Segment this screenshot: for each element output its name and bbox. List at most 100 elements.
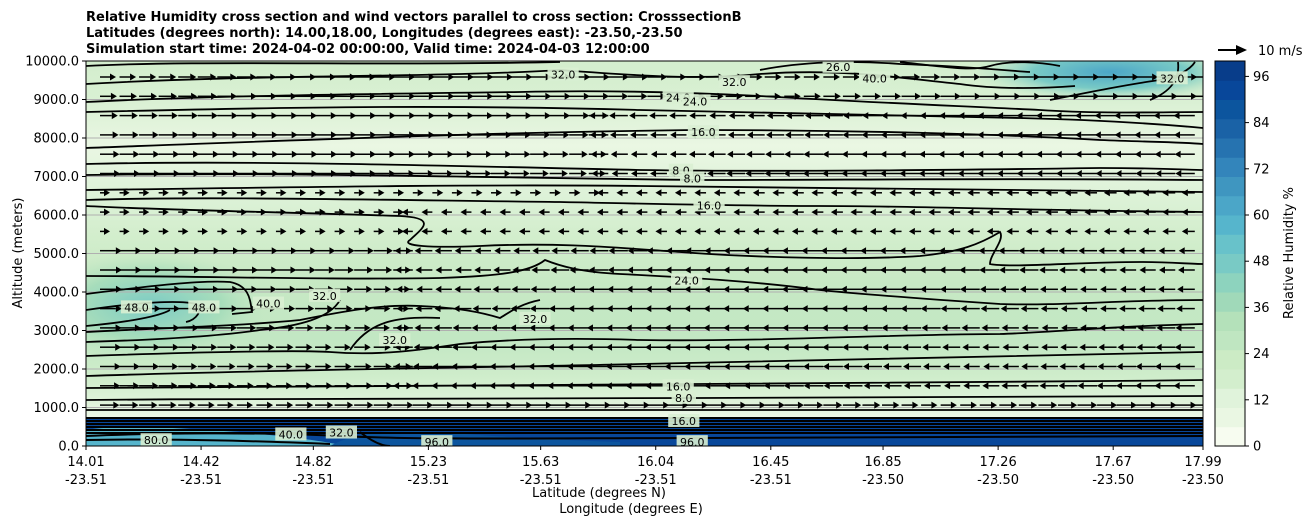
wind-vector-head [1114, 150, 1121, 158]
wind-vector-head [453, 305, 460, 313]
wind-vector-head [801, 305, 808, 313]
wind-vector-head [1053, 73, 1060, 81]
wind-vector-head [1175, 170, 1182, 177]
wind-vector-head [319, 227, 326, 235]
wind-vector-head [396, 285, 403, 293]
wind-vector-head [115, 285, 122, 293]
wind-vector-head [412, 363, 419, 370]
wind-vector-head [414, 247, 421, 255]
wind-vector-head [348, 247, 355, 255]
wind-vector-head [581, 150, 588, 158]
wind-vector-head [1099, 266, 1106, 274]
wind-vector-head [132, 401, 139, 409]
wind-vector-head [432, 363, 439, 370]
wind-vector-head [1094, 112, 1101, 120]
x-axis-label-secondary: Longitude (degrees E) [559, 502, 703, 517]
wind-vector-head [499, 208, 506, 216]
wind-vector-head [899, 247, 906, 255]
wind-vector-head [545, 92, 552, 100]
wind-vector-head [1111, 401, 1118, 409]
wind-vector-head [487, 73, 494, 81]
wind-vector-head [928, 189, 935, 197]
wind-vector-head [684, 324, 691, 332]
wind-vector-head [1040, 305, 1047, 313]
wind-vector-head [960, 305, 967, 313]
wind-vector-head [432, 343, 439, 351]
wind-vector-head [289, 285, 296, 293]
wind-vector-head [801, 247, 808, 255]
wind-vector-head [587, 305, 594, 313]
wind-vector-head [231, 324, 238, 332]
wind-vector-head [408, 170, 415, 177]
wind-vector-head [456, 189, 463, 197]
wind-vector-head [409, 131, 416, 139]
wind-vector-head [467, 73, 474, 81]
wind-vector-head [874, 401, 881, 409]
wind-vector-head [1035, 112, 1042, 120]
wind-vector-head [921, 324, 928, 332]
wind-vector-head [674, 189, 681, 197]
wind-vector-head [688, 150, 695, 158]
wind-vector-head [173, 170, 180, 177]
wind-vector-head [840, 247, 847, 255]
wind-vector-head [513, 247, 520, 255]
wind-vector-head [850, 208, 857, 216]
wind-vector-head [938, 131, 945, 139]
wind-vector-head [280, 227, 287, 235]
wind-vector-head [641, 92, 648, 100]
wind-vector-head [212, 150, 219, 158]
wind-vector-head [664, 343, 671, 351]
wind-vector-head [733, 227, 740, 235]
wind-vector-head [1138, 247, 1145, 255]
wind-vector-head [267, 401, 274, 409]
wind-vector-head [506, 73, 513, 81]
wind-vector-head [723, 363, 730, 370]
wind-vector-head [123, 208, 130, 216]
wind-vector-head [840, 285, 847, 293]
wind-vector-head [389, 92, 396, 100]
wind-vector-head [134, 324, 141, 332]
wind-vector-head [747, 112, 754, 120]
colorbar: 0 12 24 36 48 60 72 84 96 [1214, 60, 1270, 455]
wind-vector-head [1060, 305, 1067, 313]
contour-label-bg [679, 94, 711, 108]
wind-vector-head [1073, 73, 1080, 81]
x-tick-label-lon: -23.51 [180, 473, 222, 488]
wind-vector-head [843, 112, 850, 120]
wind-vector-head [830, 227, 837, 235]
wind-vector-head [170, 401, 177, 409]
wind-vector-head [347, 266, 354, 274]
wind-vector-head [1174, 131, 1181, 139]
wind-vector-head [428, 92, 435, 100]
contour-line [86, 351, 1203, 377]
wind-vector-head [370, 112, 377, 120]
wind-vector-head [1045, 208, 1052, 216]
wind-vector-head [1075, 170, 1082, 177]
wind-vector-head [996, 131, 1003, 139]
wind-vector-head [703, 343, 710, 351]
wind-vector-head [1098, 343, 1105, 351]
wind-vector-head [189, 401, 196, 409]
wind-vector-head [743, 382, 750, 390]
wind-vector-head [1131, 401, 1138, 409]
wind-vector-head [842, 131, 849, 139]
wind-vector-head [378, 208, 385, 216]
wind-vector-head [811, 189, 818, 197]
contour-label-bg [718, 75, 750, 89]
wind-vector-head [717, 92, 724, 100]
wind-vector-head [394, 247, 401, 255]
y-axis-label: Altitude (meters) [11, 198, 26, 309]
wind-vector-head [448, 73, 455, 81]
wind-vector-head [646, 247, 653, 255]
wind-vector-head [724, 382, 731, 390]
wind-vector-head [486, 150, 493, 158]
wind-vector-head [547, 382, 554, 390]
wind-vector-head [1001, 382, 1008, 390]
wind-vector-head [325, 363, 332, 370]
wind-vector-head [723, 343, 730, 351]
wind-vector-head [132, 131, 139, 139]
wind-vector-head [524, 150, 531, 158]
wind-vector-head [358, 227, 365, 235]
wind-vector-head [505, 150, 512, 158]
wind-vector-head [1103, 227, 1110, 235]
